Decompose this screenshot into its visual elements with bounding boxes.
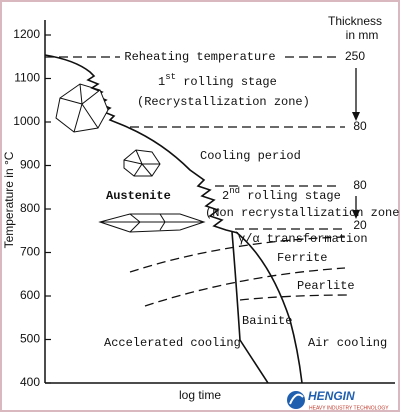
thickness-unit: in mm bbox=[346, 28, 379, 42]
logo-tagline: HEAVY INDUSTRY TECHNOLOGY bbox=[309, 405, 389, 411]
y-tick-label: 1200 bbox=[13, 27, 40, 41]
stage-number: 2 bbox=[222, 189, 229, 203]
transformation-line bbox=[129, 236, 346, 273]
thickness-label: 20 bbox=[353, 218, 367, 232]
axes: log time Temperature in °C 1200 1100 1000 9… bbox=[2, 20, 395, 402]
thickness-label: 80 bbox=[353, 178, 367, 192]
annotation: 1st rolling stage bbox=[158, 72, 277, 89]
annotation: Bainite bbox=[242, 314, 292, 328]
ferrite-line bbox=[144, 267, 346, 307]
y-tick-label: 700 bbox=[20, 245, 40, 259]
annotation: Accelerated cooling bbox=[104, 336, 241, 350]
y-tick-label: 1000 bbox=[13, 114, 40, 128]
thickness-label: 80 bbox=[353, 119, 367, 133]
coarse-grains bbox=[55, 83, 109, 133]
stage-suffix: st bbox=[165, 72, 176, 82]
y-tick-label: 400 bbox=[20, 375, 40, 389]
arrowhead bbox=[352, 210, 360, 219]
y-tick-label: 500 bbox=[20, 332, 40, 346]
annotation: Austenite bbox=[106, 189, 171, 203]
y-tick-label: 600 bbox=[20, 288, 40, 302]
stage-text: rolling stage bbox=[176, 75, 277, 89]
annotation: Air cooling bbox=[308, 336, 387, 350]
y-tick-label: 800 bbox=[20, 201, 40, 215]
air-curve bbox=[235, 231, 303, 384]
rolling-curve bbox=[44, 54, 239, 234]
annotation: Reheating temperature bbox=[124, 50, 275, 64]
annotation: (Non recrystallization zone) bbox=[205, 206, 400, 220]
logo-icon bbox=[287, 391, 305, 409]
thickness-label: 250 bbox=[345, 49, 365, 63]
fine-grains bbox=[123, 149, 161, 177]
annotation: (Recrystallization zone) bbox=[137, 95, 310, 109]
y-tick-label: 1100 bbox=[14, 71, 40, 85]
thickness-title: Thickness bbox=[328, 14, 382, 28]
y-axis-label: Temperature in °C bbox=[2, 151, 16, 248]
grains bbox=[55, 83, 206, 233]
stage-text: rolling stage bbox=[240, 189, 341, 203]
flat-grains bbox=[98, 213, 206, 233]
logo-name: HENGIN bbox=[308, 389, 355, 403]
y-tick-label: 900 bbox=[20, 158, 40, 172]
stage-suffix: nd bbox=[229, 186, 240, 196]
stage-number: 1 bbox=[158, 75, 165, 89]
arrowhead bbox=[352, 112, 360, 121]
annotation: 2nd rolling stage bbox=[222, 186, 341, 203]
annotation: Pearlite bbox=[297, 279, 355, 293]
annotation: Ferrite bbox=[277, 251, 327, 265]
x-axis-label: log time bbox=[179, 388, 221, 402]
annotation: Cooling period bbox=[200, 149, 301, 163]
annotation: γ/α transformation bbox=[238, 232, 368, 246]
accelerated-curve bbox=[231, 231, 269, 384]
logo-icon-swoosh bbox=[289, 393, 304, 405]
logo: HENGIN HEAVY INDUSTRY TECHNOLOGY bbox=[287, 389, 389, 411]
